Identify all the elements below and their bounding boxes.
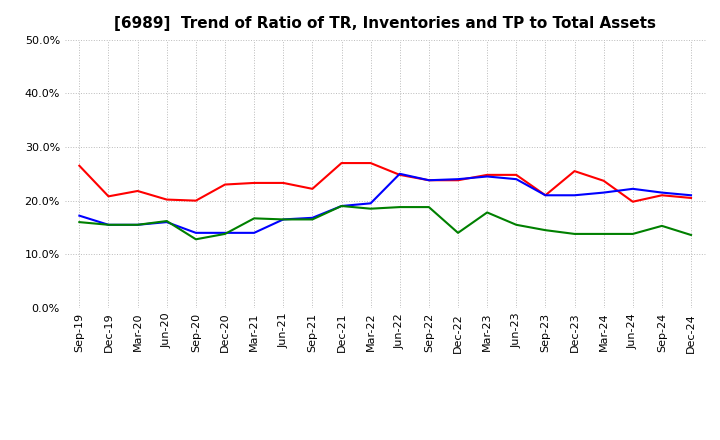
Inventories <box>395 171 404 176</box>
Trade Receivables <box>425 178 433 183</box>
Inventories <box>337 203 346 209</box>
Trade Payables <box>629 231 637 237</box>
Trade Receivables <box>250 180 258 186</box>
Trade Payables <box>250 216 258 221</box>
Trade Payables <box>512 222 521 227</box>
Trade Payables <box>483 210 492 215</box>
Trade Payables <box>599 231 608 237</box>
Trade Payables <box>425 205 433 210</box>
Trade Payables <box>657 223 666 228</box>
Trade Payables <box>366 206 375 211</box>
Inventories <box>133 222 142 227</box>
Trade Payables <box>541 227 550 233</box>
Trade Payables <box>163 218 171 224</box>
Trade Receivables <box>395 172 404 177</box>
Inventories <box>192 230 200 235</box>
Inventories <box>599 190 608 195</box>
Trade Receivables <box>279 180 287 186</box>
Inventories <box>250 230 258 235</box>
Trade Receivables <box>192 198 200 203</box>
Inventories <box>541 193 550 198</box>
Trade Payables <box>687 232 696 238</box>
Inventories <box>454 176 462 182</box>
Inventories <box>629 186 637 191</box>
Trade Receivables <box>512 172 521 177</box>
Trade Receivables <box>308 186 317 191</box>
Inventories <box>75 213 84 218</box>
Title: [6989]  Trend of Ratio of TR, Inventories and TP to Total Assets: [6989] Trend of Ratio of TR, Inventories… <box>114 16 656 32</box>
Inventories <box>687 193 696 198</box>
Trade Payables <box>104 222 113 227</box>
Trade Payables <box>279 217 287 222</box>
Inventories <box>512 176 521 182</box>
Trade Payables <box>133 222 142 227</box>
Trade Receivables <box>75 163 84 169</box>
Trade Receivables <box>454 178 462 183</box>
Inventories <box>220 230 229 235</box>
Inventories <box>104 222 113 227</box>
Inventories <box>483 174 492 179</box>
Trade Receivables <box>104 194 113 199</box>
Line: Inventories: Inventories <box>79 174 691 233</box>
Line: Trade Payables: Trade Payables <box>79 206 691 239</box>
Trade Payables <box>308 217 317 222</box>
Trade Receivables <box>366 161 375 166</box>
Trade Receivables <box>483 172 492 177</box>
Trade Payables <box>454 230 462 235</box>
Inventories <box>163 220 171 225</box>
Trade Receivables <box>541 193 550 198</box>
Line: Trade Receivables: Trade Receivables <box>79 163 691 202</box>
Trade Payables <box>337 203 346 209</box>
Trade Receivables <box>629 199 637 204</box>
Trade Receivables <box>687 195 696 201</box>
Inventories <box>570 193 579 198</box>
Trade Receivables <box>133 188 142 194</box>
Trade Payables <box>192 237 200 242</box>
Trade Payables <box>395 205 404 210</box>
Trade Payables <box>75 220 84 225</box>
Inventories <box>425 178 433 183</box>
Trade Payables <box>570 231 579 237</box>
Trade Receivables <box>220 182 229 187</box>
Inventories <box>366 201 375 206</box>
Trade Receivables <box>570 169 579 174</box>
Trade Payables <box>220 231 229 237</box>
Trade Receivables <box>163 197 171 202</box>
Trade Receivables <box>337 161 346 166</box>
Inventories <box>279 217 287 222</box>
Inventories <box>308 215 317 220</box>
Trade Receivables <box>599 178 608 183</box>
Trade Receivables <box>657 193 666 198</box>
Inventories <box>657 190 666 195</box>
